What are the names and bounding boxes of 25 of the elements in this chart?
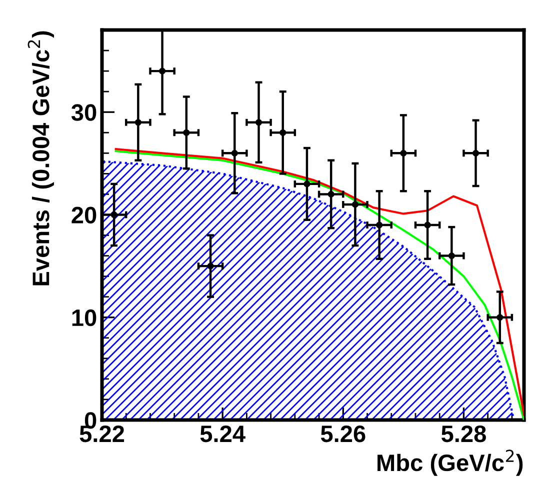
point (472, 150, 480, 156)
point (424, 222, 431, 228)
y-tick-label: 30 (71, 104, 96, 121)
y-tick-label: 20 (72, 206, 96, 224)
x-axis-title: Mbc (GeV/c$^{2}$) (378, 450, 523, 476)
point (328, 190, 334, 198)
x-tick-label: 5.24 (200, 425, 246, 442)
point (400, 150, 407, 156)
point (183, 129, 190, 136)
point (134, 119, 142, 126)
y-tick-label: 10 (72, 309, 96, 326)
point (304, 180, 310, 188)
point (448, 252, 455, 260)
y-axis-title: Events / (0.004 GeV/c$^{2}$) (28, 31, 54, 286)
point (158, 68, 166, 74)
x-tick-label: 5.28 (441, 425, 486, 442)
point (376, 222, 383, 228)
point (255, 119, 262, 126)
point (231, 150, 238, 156)
point (110, 211, 118, 218)
point (207, 262, 214, 270)
point (496, 314, 504, 321)
point (352, 201, 358, 208)
x-tick-label: 5.26 (320, 425, 366, 442)
point (280, 129, 286, 136)
